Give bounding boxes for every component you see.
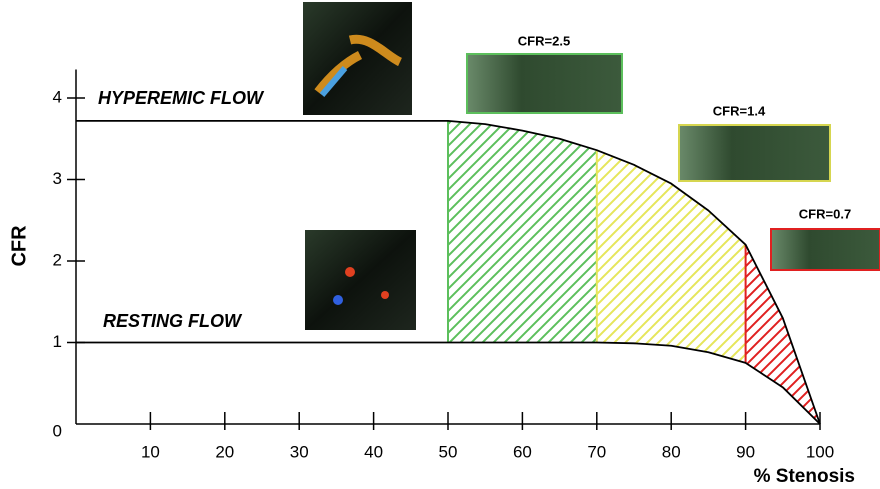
flow-curve (76, 343, 820, 424)
x-tick-label: 70 (587, 442, 606, 461)
y-tick-label: 2 (53, 250, 62, 269)
y-tick-label: 1 (53, 332, 62, 351)
annotation: CFR=2.5 (518, 33, 570, 48)
image-resting (305, 230, 416, 330)
image-cfr-1-4 (679, 125, 830, 181)
hatched-zone (448, 121, 597, 343)
y-tick-label: 0 (53, 421, 62, 440)
y-axis-label: CFR (8, 225, 30, 267)
series-label: RESTING FLOW (103, 311, 243, 331)
image-cfr-2-5 (467, 54, 622, 113)
x-tick-label: 30 (290, 442, 309, 461)
hatched-zone (746, 245, 820, 424)
x-tick-label: 100 (806, 442, 834, 461)
image-flow (333, 295, 343, 305)
image-cfr-0-7 (771, 229, 880, 270)
image-flow (345, 267, 355, 277)
x-tick-label: 60 (513, 442, 532, 461)
x-tick-label: 80 (662, 442, 681, 461)
y-tick-label: 4 (53, 88, 62, 107)
x-tick-label: 40 (364, 442, 383, 461)
series-label: HYPEREMIC FLOW (98, 88, 265, 108)
x-tick-label: 50 (439, 442, 458, 461)
x-tick-label: 90 (736, 442, 755, 461)
annotation: CFR=1.4 (713, 103, 766, 118)
x-tick-label: 20 (215, 442, 234, 461)
hatched-zone (597, 150, 746, 363)
y-tick-label: 3 (53, 169, 62, 188)
x-tick-label: 10 (141, 442, 160, 461)
image-flow (381, 291, 389, 299)
chart: 0 1 2 3 4 10 20 30 40 50 60 70 80 90 100 % Stenosis CFR H… (0, 0, 880, 489)
x-axis-label: % Stenosis (754, 466, 855, 487)
annotation: CFR=0.7 (799, 206, 851, 221)
